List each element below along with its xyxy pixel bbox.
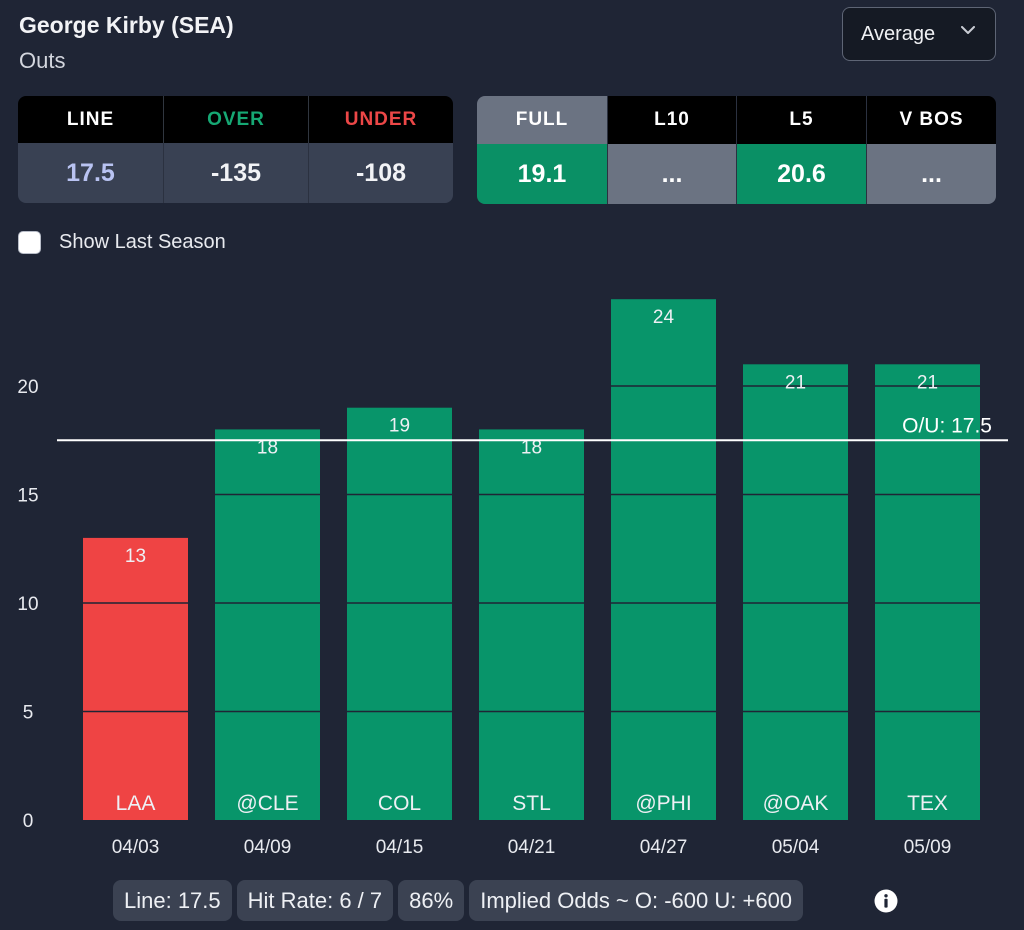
outs-bar-chart: 0 5 10 15 20 13 LAA 04/03 18 @CLE 04/09 19 COL 04/15 1… bbox=[17, 299, 1008, 858]
bar-value-label: 21 bbox=[785, 372, 806, 393]
bar-opponent-label: COL bbox=[378, 792, 421, 815]
show-last-season-label: Show Last Season bbox=[59, 231, 226, 253]
chevron-down-icon bbox=[961, 26, 975, 34]
average-select[interactable]: Average bbox=[842, 7, 996, 61]
bar-opponent-label: @PHI bbox=[635, 792, 691, 815]
bar bbox=[479, 429, 584, 820]
x-tick-label: 05/09 bbox=[904, 837, 952, 858]
over-odds[interactable]: -135 bbox=[163, 143, 308, 203]
over-header: OVER bbox=[163, 96, 308, 143]
y-tick-label: 20 bbox=[17, 377, 38, 398]
bar-value-label: 19 bbox=[389, 416, 410, 437]
stat-name: Outs bbox=[19, 48, 66, 73]
info-icon[interactable] bbox=[874, 889, 898, 913]
bar bbox=[611, 299, 716, 820]
line-pill: Line: 17.5 bbox=[113, 880, 232, 921]
summary-bar: Line: 17.5 Hit Rate: 6 / 7 86% Implied O… bbox=[113, 880, 804, 921]
bar bbox=[215, 429, 320, 820]
y-tick-label: 5 bbox=[23, 703, 34, 724]
bar-opponent-label: @CLE bbox=[236, 792, 298, 815]
hit-rate-pill: Hit Rate: 6 / 7 bbox=[236, 880, 394, 921]
bar-opponent-label: TEX bbox=[907, 792, 948, 815]
bar-value-label: 24 bbox=[653, 307, 675, 328]
tab-l5[interactable]: L5 bbox=[736, 96, 866, 144]
show-last-season-checkbox[interactable] bbox=[18, 231, 41, 254]
bar-opponent-label: @OAK bbox=[763, 792, 829, 815]
show-last-season-toggle[interactable]: Show Last Season bbox=[18, 231, 226, 254]
under-odds[interactable]: -108 bbox=[308, 143, 453, 203]
hit-percent-pill: 86% bbox=[398, 880, 465, 921]
bar-value-label: 18 bbox=[521, 437, 542, 458]
x-tick-label: 04/21 bbox=[508, 837, 556, 858]
tab-l10[interactable]: L10 bbox=[607, 96, 736, 144]
averages-table: FULL L10 L5 V BOS 19.1 ... 20.6 ... bbox=[477, 96, 996, 204]
odds-table: LINE OVER UNDER 17.5 -135 -108 bbox=[18, 96, 453, 203]
bar-value-label: 13 bbox=[125, 546, 146, 567]
l10-average: ... bbox=[607, 144, 736, 204]
bar-value-label: 18 bbox=[257, 437, 278, 458]
v-bos-average: ... bbox=[866, 144, 996, 204]
y-tick-label: 0 bbox=[23, 811, 34, 832]
x-tick-label: 04/03 bbox=[112, 837, 160, 858]
under-header: UNDER bbox=[308, 96, 453, 143]
x-tick-label: 05/04 bbox=[772, 837, 820, 858]
bar bbox=[743, 364, 848, 820]
tab-v-bos[interactable]: V BOS bbox=[866, 96, 996, 144]
full-average: 19.1 bbox=[477, 144, 607, 204]
bar-opponent-label: LAA bbox=[116, 792, 156, 815]
ou-line-label: O/U: 17.5 bbox=[902, 414, 992, 437]
y-tick-label: 10 bbox=[17, 594, 38, 615]
player-name: George Kirby (SEA) bbox=[19, 12, 234, 38]
tab-full[interactable]: FULL bbox=[477, 96, 607, 144]
bar-opponent-label: STL bbox=[512, 792, 551, 815]
x-tick-label: 04/15 bbox=[376, 837, 424, 858]
l5-average: 20.6 bbox=[736, 144, 866, 204]
x-tick-label: 04/09 bbox=[244, 837, 292, 858]
line-value: 17.5 bbox=[18, 143, 163, 203]
bar bbox=[83, 537, 188, 820]
bar-value-label: 21 bbox=[917, 372, 938, 393]
implied-odds-pill: Implied Odds ~ O: -600 U: +600 bbox=[469, 880, 804, 921]
y-tick-label: 15 bbox=[17, 486, 38, 507]
line-header: LINE bbox=[18, 96, 163, 143]
bar bbox=[347, 407, 452, 820]
x-tick-label: 04/27 bbox=[640, 837, 688, 858]
select-value: Average bbox=[861, 22, 936, 45]
